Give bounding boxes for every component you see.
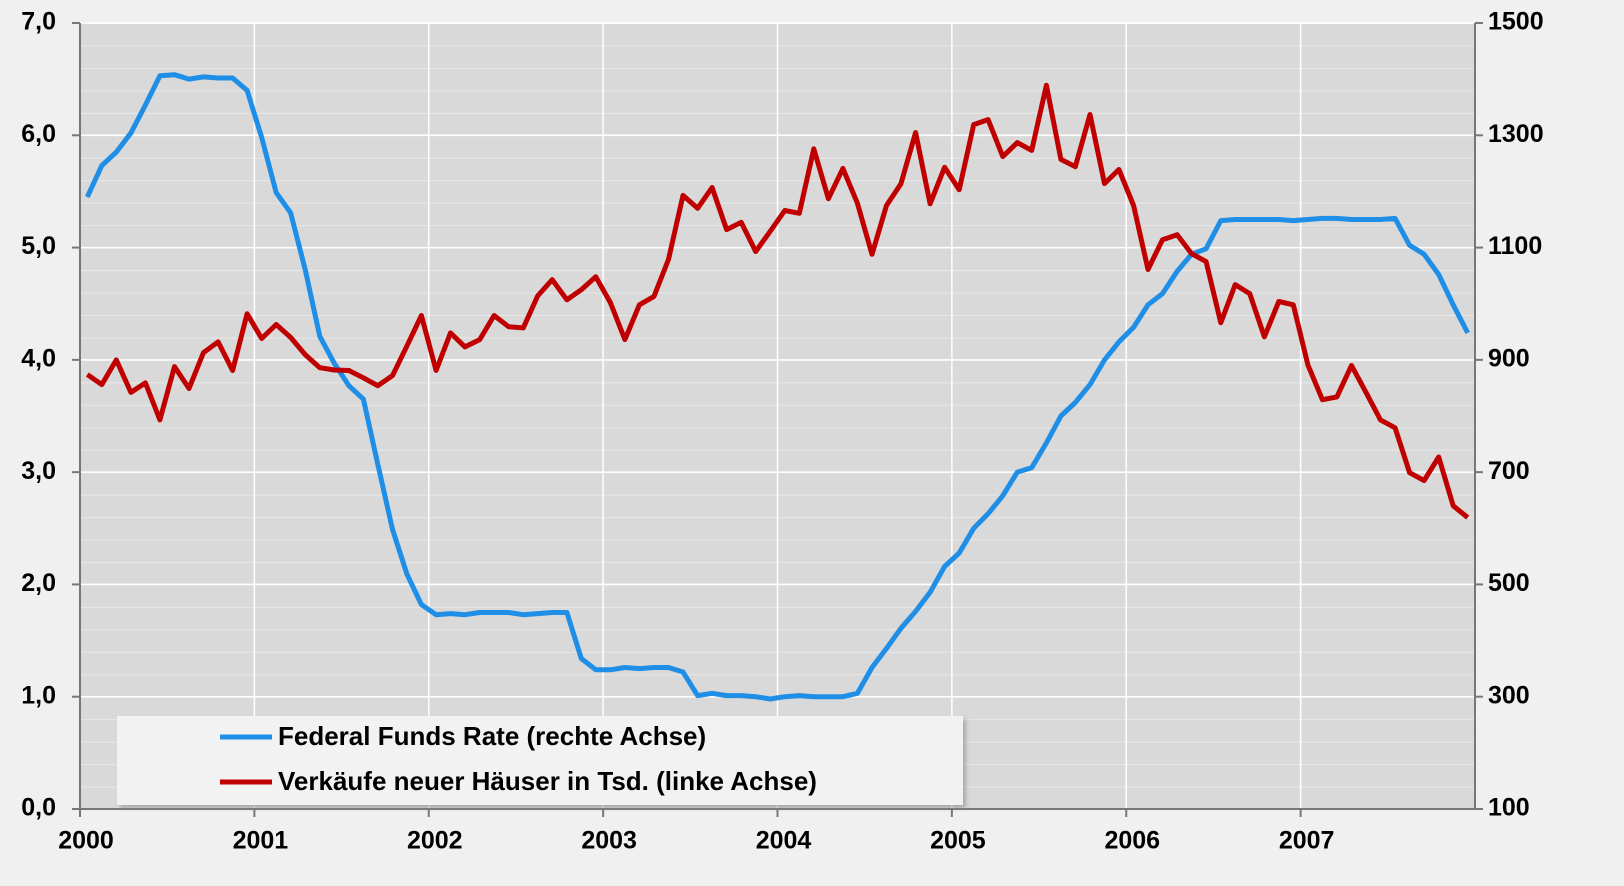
y-tick-label: 5,0 xyxy=(21,232,56,260)
legend-label: Verkäufe neuer Häuser in Tsd. (linke Ach… xyxy=(278,766,817,796)
y-tick-label: 0,0 xyxy=(21,794,56,822)
y2-tick-label: 1300 xyxy=(1488,120,1544,148)
y-tick-label: 3,0 xyxy=(21,457,56,485)
legend-box xyxy=(117,716,963,805)
y2-tick-label: 900 xyxy=(1488,344,1530,372)
y2-tick-label: 700 xyxy=(1488,457,1530,485)
legend-label: Federal Funds Rate (rechte Achse) xyxy=(278,721,706,751)
y-tick-label: 2,0 xyxy=(21,569,56,597)
y-tick-label: 4,0 xyxy=(21,344,56,372)
x-tick-label: 2004 xyxy=(756,827,812,855)
y2-tick-label: 300 xyxy=(1488,681,1530,709)
x-tick-label: 2003 xyxy=(581,827,637,855)
x-tick-label: 2002 xyxy=(407,827,463,855)
x-tick-label: 2007 xyxy=(1279,827,1335,855)
legend: Federal Funds Rate (rechte Achse) Verkäuf… xyxy=(117,716,963,805)
x-tick-label: 2005 xyxy=(930,827,986,855)
series-line xyxy=(85,72,1470,702)
y2-tick-label: 1100 xyxy=(1488,232,1542,260)
y2-tick-label: 1500 xyxy=(1488,8,1544,36)
y-tick-label: 6,0 xyxy=(21,120,56,148)
series-line xyxy=(85,82,1470,520)
y-tick-label: 7,0 xyxy=(21,8,56,36)
y-tick-label: 1,0 xyxy=(21,681,56,709)
x-tick-label: 2006 xyxy=(1104,827,1160,855)
y2-tick-label: 500 xyxy=(1488,569,1530,597)
x-tick-label: 2000 xyxy=(58,827,114,855)
y2-tick-label: 100 xyxy=(1488,794,1530,822)
x-tick-label: 2001 xyxy=(233,827,289,855)
